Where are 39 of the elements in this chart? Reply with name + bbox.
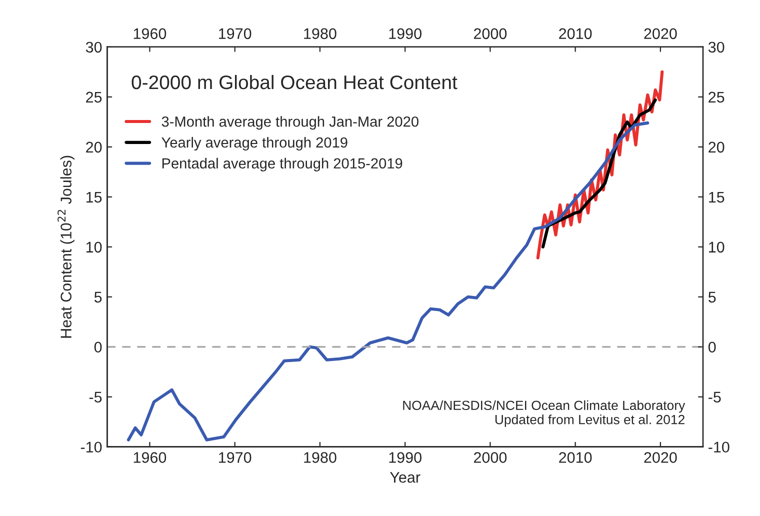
y2-tick-label: -5	[708, 392, 721, 403]
y2-tick-label: 20	[708, 142, 724, 153]
legend-label: Pentadal average through 2015-2019	[162, 158, 402, 172]
x2-tick-label: 1980	[304, 28, 336, 40]
y2-tick-label: 30	[708, 42, 724, 53]
y-tick-label: 5	[94, 292, 102, 303]
x-tick-label: 1960	[134, 452, 166, 463]
x-tick-label: 1990	[389, 452, 422, 463]
text: 0-2000 m Global Ocean Heat Content	[132, 74, 458, 90]
x2-tick-label: 1990	[389, 28, 422, 40]
y2-tick-label: 15	[709, 192, 724, 203]
x2-tick-label: 2020	[644, 28, 677, 40]
x2-tick-label: 2000	[474, 28, 507, 40]
y2-tick-label: -10	[708, 442, 730, 453]
y-tick-label: 10	[86, 242, 102, 253]
y-tick-label: 0	[94, 342, 102, 353]
y-tick-label: 30	[86, 42, 102, 53]
x2-tick-label: 2010	[559, 28, 592, 40]
y2-tick-label: 25	[708, 92, 724, 103]
x-axis-title: Year	[390, 472, 420, 483]
y2-tick-label: 10	[709, 242, 724, 253]
y2-tick-label: 0	[708, 342, 716, 353]
y-tick-label: -10	[80, 442, 102, 453]
y-tick-label: 20	[86, 142, 102, 153]
annotation: NOAA/NESDIS/NCEI Ocean Climate Laboratory Updated from Levitus et al. 2012	[403, 400, 686, 427]
x2-tick-label: 1960	[134, 28, 166, 40]
legend-label: Yearly average through 2019	[162, 136, 348, 151]
x-tick-label: 2010	[559, 452, 592, 463]
y-tick-label: 25	[86, 92, 102, 103]
y-tick-label: 15	[86, 192, 102, 203]
x-tick-label: 1970	[219, 452, 252, 463]
x-tick-label: 2000	[474, 452, 507, 463]
y2-tick-label: 5	[708, 292, 716, 303]
x2-tick-label: 1970	[219, 28, 252, 40]
legend-label: 3-Month average through Jan-Mar 2020	[162, 116, 418, 130]
y-tick-label: -5	[89, 392, 102, 403]
x-tick-label: 2020	[644, 452, 677, 463]
y-axis-title: Heat Content (10$^{22}$ Joules)	[58, 156, 74, 338]
x-tick-label: 1980	[304, 452, 336, 463]
